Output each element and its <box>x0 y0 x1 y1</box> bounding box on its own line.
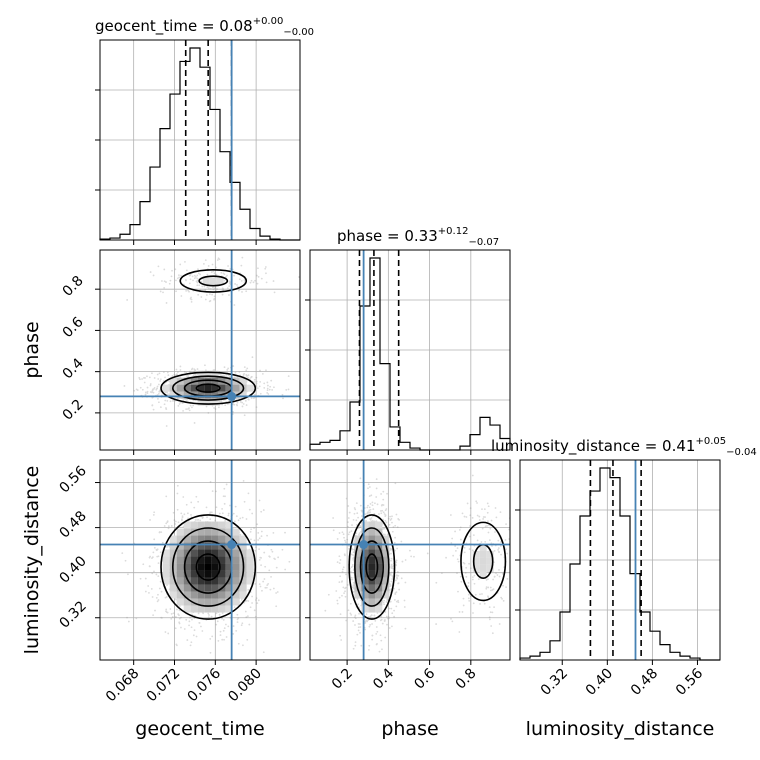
contour-0-0 <box>195 383 221 393</box>
x-tick-label-luminosity-distance-3: 0.56 <box>673 665 706 698</box>
x-tick-label-luminosity-distance-1: 0.40 <box>583 666 616 699</box>
density-cells-0 <box>354 521 390 613</box>
density-cells-1 <box>472 543 494 579</box>
contour-0-3 <box>160 514 257 620</box>
contour-0-1 <box>359 540 384 594</box>
density-cells-1 <box>202 277 224 285</box>
truth-marker <box>359 540 369 550</box>
contour-1-0 <box>198 275 229 287</box>
x-tick-label-phase-0: 0.2 <box>329 666 356 693</box>
contour-0-2 <box>354 527 390 607</box>
x-tick-label-luminosity-distance-2: 0.48 <box>628 666 661 699</box>
histogram-phase <box>309 257 511 451</box>
x-tick-label-phase-1: 0.4 <box>370 665 397 692</box>
x-axis-label-luminosity-distance: luminosity_distance <box>526 718 715 740</box>
panel-luminosity-distance-hist <box>519 460 720 661</box>
title-luminosity-distance: luminosity_distance = 0.41+0.05−0.04 <box>491 436 757 458</box>
x-axis-label-geocent-time: geocent_time <box>135 718 264 740</box>
y-tick-label-luminosity-distance-3: 0.56 <box>56 463 89 496</box>
panel-phase-vs-geocent-time <box>100 250 300 450</box>
y-axis-label-luminosity-distance: luminosity_distance <box>21 466 43 655</box>
contour-0-3 <box>348 514 396 620</box>
y-tick-label-luminosity-distance-1: 0.40 <box>56 553 89 586</box>
title-geocent-time: geocent_time = 0.08+0.00−0.00 <box>95 16 314 38</box>
truth-marker <box>227 540 237 550</box>
contour-1-1 <box>460 521 507 602</box>
y-tick-label-phase-0: 0.2 <box>60 397 87 424</box>
y-tick-label-luminosity-distance-2: 0.48 <box>56 508 89 541</box>
panel-frame <box>99 459 301 661</box>
panel-luminosity-distance-vs-phase <box>310 460 510 660</box>
contour-0-2 <box>172 375 245 401</box>
y-tick-label-luminosity-distance-0: 0.32 <box>56 598 89 631</box>
y-tick-label-phase-1: 0.4 <box>60 355 87 382</box>
contour-0-3 <box>160 371 257 405</box>
x-tick-label-phase-3: 0.8 <box>453 666 480 693</box>
panel-frame <box>99 249 301 451</box>
y-tick-label-phase-3: 0.8 <box>60 273 87 300</box>
x-tick-label-geocent-time-2: 0.076 <box>184 665 224 705</box>
panel-frame <box>309 459 511 661</box>
histogram-geocent-time <box>99 47 300 241</box>
panel-luminosity-distance-vs-geocent-time <box>100 460 300 660</box>
x-tick-label-geocent-time-1: 0.072 <box>144 666 184 706</box>
x-tick-label-phase-2: 0.6 <box>411 665 438 692</box>
histogram-luminosity-distance <box>519 467 720 661</box>
contour-1-1 <box>179 269 248 293</box>
truth-marker <box>227 391 237 401</box>
x-tick-label-geocent-time-0: 0.068 <box>103 666 143 706</box>
y-axis-label-phase: phase <box>21 321 43 378</box>
title-phase: phase = 0.33+0.12−0.07 <box>337 226 499 248</box>
x-axis-label-phase: phase <box>381 718 438 740</box>
x-tick-label-luminosity-distance-0: 0.32 <box>538 666 571 699</box>
panel-phase-hist <box>309 250 511 451</box>
contour-0-0 <box>195 553 221 581</box>
contour-0-2 <box>172 527 245 607</box>
x-tick-label-geocent-time-3: 0.080 <box>225 666 265 706</box>
density-cells-0 <box>162 521 254 613</box>
contour-0-0 <box>365 553 379 581</box>
y-tick-label-phase-2: 0.6 <box>60 314 87 341</box>
